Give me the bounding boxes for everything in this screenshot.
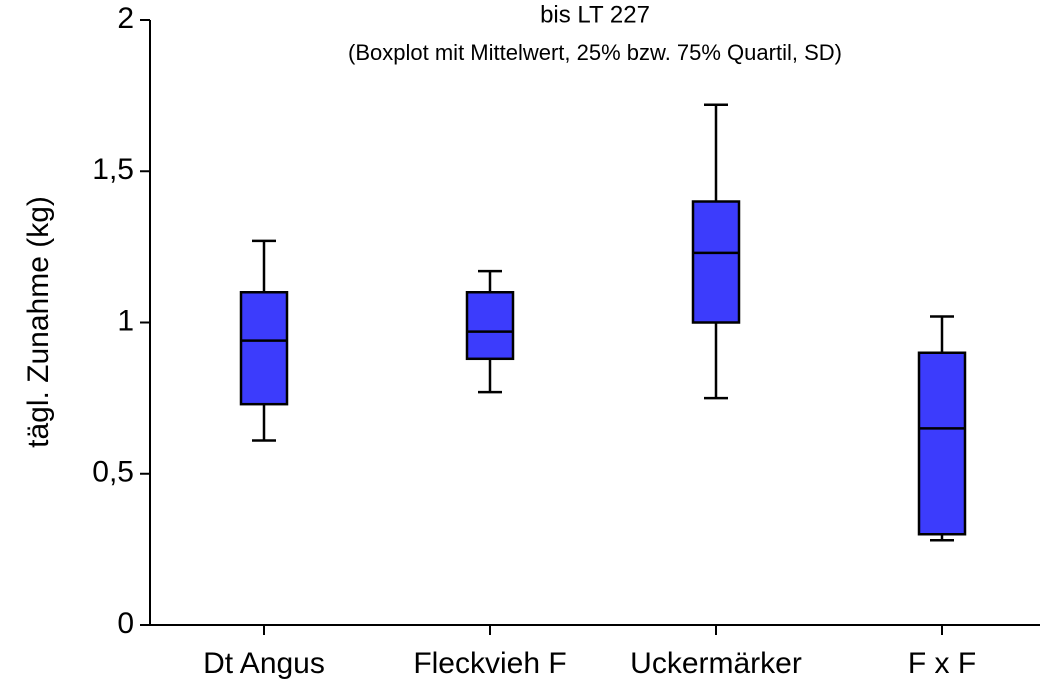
x-tick-label: Fleckvieh F: [413, 647, 566, 680]
x-tick-label: Dt Angus: [203, 647, 325, 680]
y-tick-label: 1,5: [92, 153, 134, 186]
chart-title: bis LT 227: [540, 1, 650, 28]
box: [465, 291, 515, 361]
x-tick-label: F x F: [908, 647, 976, 680]
box: [239, 291, 289, 406]
y-tick-label: 0,5: [92, 456, 134, 489]
y-tick-label: 0: [117, 607, 134, 640]
y-tick-label: 1: [117, 304, 134, 337]
y-axis-label: tägl. Zunahme (kg): [22, 196, 55, 448]
chart-subtitle: (Boxplot mit Mittelwert, 25% bzw. 75% Qu…: [348, 40, 842, 65]
x-tick-label: Uckermärker: [630, 647, 802, 680]
box: [917, 351, 967, 536]
box: [691, 200, 741, 324]
y-tick-label: 2: [117, 2, 134, 35]
